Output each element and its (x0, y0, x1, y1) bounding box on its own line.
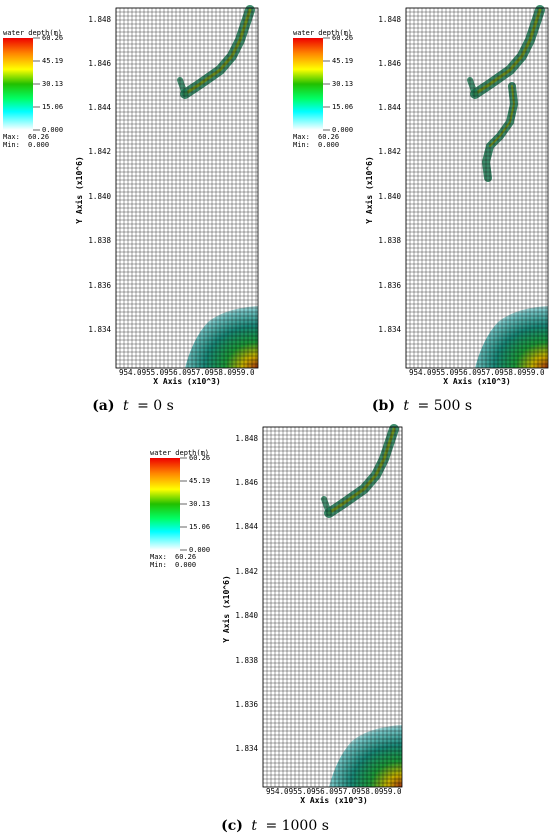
legend-a: water depth(m) 60.26 45.19 30.13 15.06 0… (3, 29, 63, 149)
legend-max-label: Max: (293, 133, 310, 141)
legend-max-value: 60.26 (318, 133, 339, 141)
caption-b: (b) t = 500 s (372, 398, 472, 414)
legend-tick-label: 60.26 (42, 34, 63, 42)
x-axis: 954.0955.0956.0957.0958.0959.0 X Axis (x… (266, 787, 402, 805)
legend-min-value: 0.000 (28, 141, 49, 149)
legend-max-label: Max: (150, 553, 167, 561)
y-tick-label: 1.834 (88, 325, 111, 334)
y-tick-label: 1.844 (235, 522, 258, 531)
legend-ticks (323, 37, 330, 131)
y-axis-label: Y Axis (x10^6) (74, 156, 84, 223)
mesh-grid (405, 7, 549, 369)
caption-c: (c) t = 1000 s (221, 818, 329, 834)
legend-tick-label: 45.19 (332, 57, 353, 65)
y-tick-label: 1.834 (378, 325, 401, 334)
y-tick-label: 1.848 (88, 15, 111, 24)
legend-tick-label: 15.06 (42, 103, 63, 111)
x-axis-label: X Axis (x10^3) (300, 795, 367, 805)
x-tick-labels: 954.0955.0956.0957.0958.0959.0 (409, 368, 545, 377)
y-tick-label: 1.842 (88, 147, 111, 156)
y-tick-label: 1.836 (88, 281, 111, 290)
legend-c: water depth(m) 60.26 45.19 30.13 15.06 0… (150, 449, 210, 569)
y-tick-label: 1.834 (235, 744, 258, 753)
legend-tick-label: 0.000 (189, 546, 210, 554)
legend-tick-label: 15.06 (189, 523, 210, 531)
legend-tick-label: 60.26 (189, 454, 210, 462)
y-axis: 1.848 1.846 1.844 1.842 1.840 1.838 1.83… (221, 434, 258, 753)
color-ramp (150, 458, 180, 550)
mesh-area (262, 424, 403, 788)
x-tick-labels: 954.0955.0956.0957.0958.0959.0 (266, 787, 402, 796)
legend-min-label: Min: (293, 141, 310, 149)
y-axis: 1.848 1.846 1.844 1.842 1.840 1.838 1.83… (364, 15, 401, 334)
y-tick-label: 1.836 (378, 281, 401, 290)
legend-min-value: 0.000 (318, 141, 339, 149)
legend-ticks (33, 37, 40, 131)
legend-tick-label: 45.19 (42, 57, 63, 65)
y-tick-label: 1.846 (88, 59, 111, 68)
mesh-area (115, 5, 259, 369)
mesh-border (115, 7, 259, 369)
mesh-area (405, 5, 549, 369)
y-tick-label: 1.848 (378, 15, 401, 24)
legend-max-value: 60.26 (175, 553, 196, 561)
y-tick-label: 1.844 (378, 103, 401, 112)
panel-a: water depth(m) 60.26 45.19 30.13 15.06 0… (3, 5, 259, 414)
y-tick-label: 1.836 (235, 700, 258, 709)
legend-tick-label: 30.13 (189, 500, 210, 508)
y-tick-label: 1.840 (235, 611, 258, 620)
y-tick-label: 1.840 (88, 192, 111, 201)
legend-min-label: Min: (150, 561, 167, 569)
x-axis: 954.0955.0956.0957.0958.0959.0 X Axis (x… (119, 368, 255, 386)
y-axis: 1.848 1.846 1.844 1.842 1.840 1.838 1.83… (74, 15, 111, 334)
panel-c: water depth(m) 60.26 45.19 30.13 15.06 0… (150, 424, 403, 834)
y-tick-label: 1.846 (235, 478, 258, 487)
y-tick-label: 1.842 (378, 147, 401, 156)
y-tick-label: 1.848 (235, 434, 258, 443)
y-tick-label: 1.838 (235, 656, 258, 665)
legend-tick-label: 30.13 (332, 80, 353, 88)
y-tick-label: 1.844 (88, 103, 111, 112)
x-tick-labels: 954.0955.0956.0957.0958.0959.0 (119, 368, 255, 377)
legend-min-value: 0.000 (175, 561, 196, 569)
legend-tick-label: 30.13 (42, 80, 63, 88)
legend-max-label: Max: (3, 133, 20, 141)
mesh-border (405, 7, 549, 369)
panel-b: water depth(m) 60.26 45.19 30.13 15.06 0… (293, 5, 549, 414)
legend-title: water depth(m) (293, 29, 352, 37)
y-tick-label: 1.838 (88, 236, 111, 245)
y-tick-label: 1.838 (378, 236, 401, 245)
y-axis-label: Y Axis (x10^6) (364, 156, 374, 223)
legend-b: water depth(m) 60.26 45.19 30.13 15.06 0… (293, 29, 353, 149)
y-axis-label: Y Axis (x10^6) (221, 575, 231, 642)
mesh-border (262, 426, 403, 788)
legend-title: water depth(m) (150, 449, 209, 457)
legend-tick-label: 15.06 (332, 103, 353, 111)
y-tick-label: 1.840 (378, 192, 401, 201)
x-axis-label: X Axis (x10^3) (443, 376, 510, 386)
x-axis: 954.0955.0956.0957.0958.0959.0 X Axis (x… (409, 368, 545, 386)
color-ramp (3, 38, 33, 130)
mesh-grid (262, 426, 403, 788)
caption-a: (a) t = 0 s (92, 398, 174, 414)
legend-tick-label: 0.000 (332, 126, 353, 134)
color-ramp (293, 38, 323, 130)
legend-tick-label: 0.000 (42, 126, 63, 134)
legend-max-value: 60.26 (28, 133, 49, 141)
y-tick-label: 1.846 (378, 59, 401, 68)
legend-min-label: Min: (3, 141, 20, 149)
mesh-grid (115, 7, 259, 369)
legend-title: water depth(m) (3, 29, 62, 37)
legend-tick-label: 60.26 (332, 34, 353, 42)
y-tick-label: 1.842 (235, 567, 258, 576)
legend-ticks (180, 457, 187, 551)
x-axis-label: X Axis (x10^3) (153, 376, 220, 386)
legend-tick-label: 45.19 (189, 477, 210, 485)
